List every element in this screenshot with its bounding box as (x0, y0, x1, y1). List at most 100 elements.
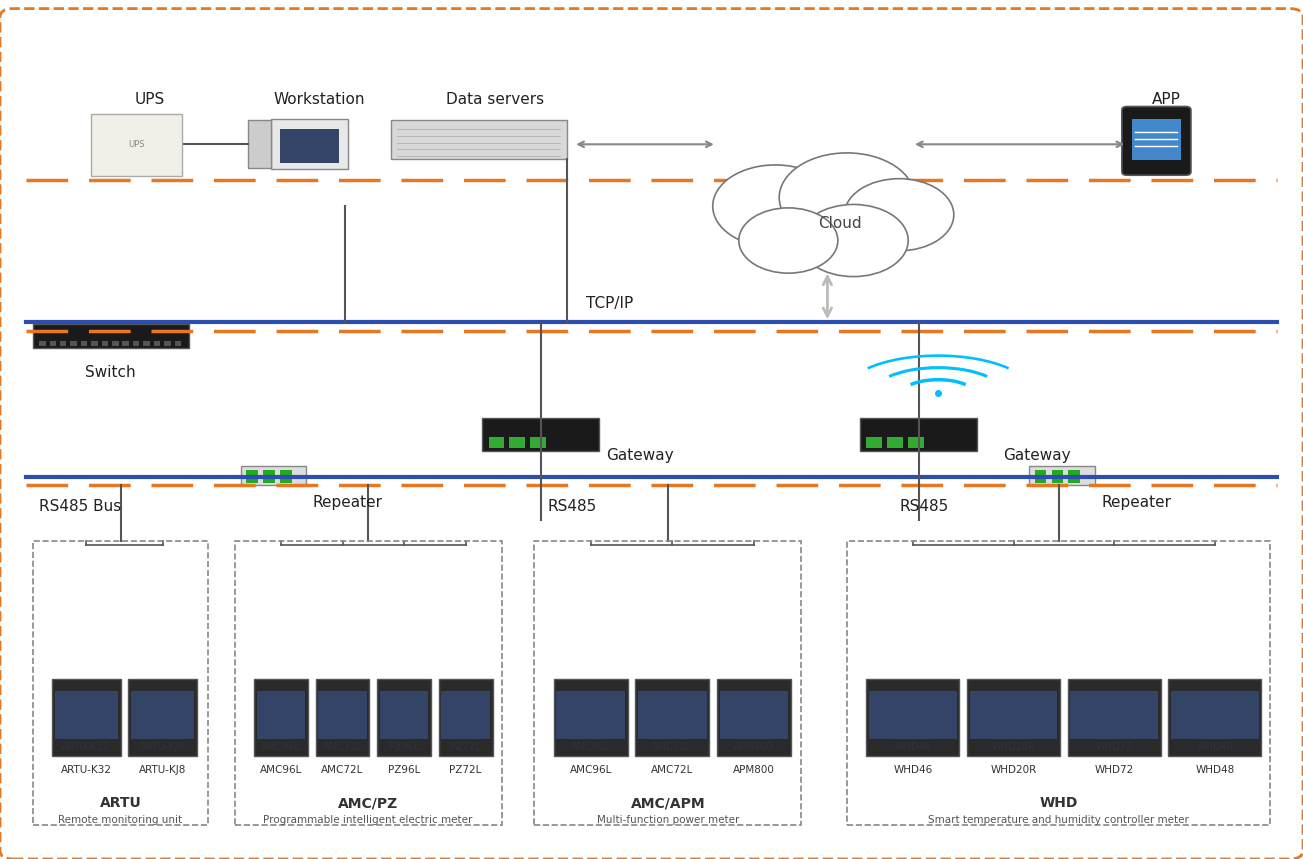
Text: ARTU-KJ8: ARTU-KJ8 (139, 765, 186, 775)
FancyBboxPatch shape (175, 341, 181, 346)
FancyBboxPatch shape (391, 120, 567, 159)
Text: Smart temperature and humidity controller meter: Smart temperature and humidity controlle… (928, 815, 1190, 825)
Text: AMC/APM: AMC/APM (631, 796, 705, 810)
Text: Repeater: Repeater (313, 495, 383, 510)
FancyBboxPatch shape (70, 341, 77, 346)
Circle shape (779, 153, 915, 242)
Text: APM800: APM800 (735, 741, 774, 752)
Circle shape (739, 208, 838, 273)
FancyBboxPatch shape (102, 341, 108, 346)
FancyBboxPatch shape (257, 691, 305, 739)
FancyBboxPatch shape (719, 691, 788, 739)
FancyBboxPatch shape (869, 691, 956, 739)
FancyBboxPatch shape (866, 437, 882, 448)
FancyBboxPatch shape (439, 679, 493, 756)
FancyBboxPatch shape (112, 341, 119, 346)
FancyBboxPatch shape (509, 437, 525, 448)
FancyBboxPatch shape (638, 691, 706, 739)
FancyBboxPatch shape (91, 341, 98, 346)
Circle shape (713, 165, 838, 247)
Text: PZ72L: PZ72L (451, 741, 481, 752)
Text: WHD48: WHD48 (1195, 765, 1234, 775)
Text: AMC72L: AMC72L (322, 765, 364, 775)
FancyBboxPatch shape (967, 679, 1061, 756)
FancyBboxPatch shape (1122, 107, 1191, 175)
Text: WHD72: WHD72 (1096, 741, 1132, 752)
Text: Workstation: Workstation (274, 93, 365, 107)
FancyBboxPatch shape (318, 691, 367, 739)
Text: Remote monitoring unit: Remote monitoring unit (59, 815, 182, 825)
FancyBboxPatch shape (442, 691, 490, 739)
FancyBboxPatch shape (1071, 691, 1158, 739)
Text: AMC96L: AMC96L (259, 765, 302, 775)
FancyBboxPatch shape (1029, 466, 1095, 485)
Text: APM800: APM800 (734, 765, 775, 775)
Text: WHD20R: WHD20R (990, 765, 1037, 775)
Text: ARTU-KJ8: ARTU-KJ8 (141, 741, 185, 752)
Text: AMC96L: AMC96L (261, 741, 301, 752)
FancyBboxPatch shape (254, 679, 308, 756)
FancyBboxPatch shape (887, 437, 903, 448)
Text: UPS: UPS (134, 93, 165, 107)
Text: Data servers: Data servers (446, 93, 545, 107)
Text: Gateway: Gateway (606, 448, 674, 463)
FancyBboxPatch shape (52, 679, 120, 756)
FancyBboxPatch shape (717, 679, 791, 756)
Text: RS485 Bus: RS485 Bus (39, 499, 121, 515)
FancyBboxPatch shape (866, 679, 959, 756)
Text: WHD46: WHD46 (894, 741, 932, 752)
FancyBboxPatch shape (164, 341, 171, 346)
FancyBboxPatch shape (1052, 470, 1063, 483)
Text: Programmable intelligent electric meter: Programmable intelligent electric meter (263, 815, 473, 825)
FancyBboxPatch shape (33, 324, 189, 348)
FancyBboxPatch shape (1035, 470, 1046, 483)
FancyBboxPatch shape (39, 341, 46, 346)
FancyBboxPatch shape (636, 679, 709, 756)
FancyBboxPatch shape (1132, 119, 1181, 160)
FancyBboxPatch shape (860, 418, 977, 451)
FancyBboxPatch shape (246, 470, 258, 483)
FancyBboxPatch shape (81, 341, 87, 346)
Text: RS485: RS485 (899, 499, 949, 515)
Text: Gateway: Gateway (1003, 448, 1071, 463)
Text: PZ72L: PZ72L (450, 765, 482, 775)
FancyBboxPatch shape (908, 437, 924, 448)
Text: AMC72L: AMC72L (653, 741, 692, 752)
FancyBboxPatch shape (315, 679, 370, 756)
Text: AMC72L: AMC72L (652, 765, 693, 775)
FancyBboxPatch shape (1169, 679, 1261, 756)
Circle shape (844, 179, 954, 251)
Text: WHD72: WHD72 (1095, 765, 1134, 775)
FancyBboxPatch shape (380, 691, 429, 739)
FancyBboxPatch shape (248, 120, 271, 168)
FancyBboxPatch shape (969, 691, 1058, 739)
Text: ARTU-K32: ARTU-K32 (63, 741, 111, 752)
FancyBboxPatch shape (130, 691, 194, 739)
Text: AMC96L: AMC96L (571, 741, 611, 752)
Text: Multi-function power meter: Multi-function power meter (597, 815, 739, 825)
FancyBboxPatch shape (1068, 679, 1161, 756)
FancyBboxPatch shape (55, 691, 117, 739)
FancyBboxPatch shape (530, 437, 546, 448)
Text: APP: APP (1152, 93, 1181, 107)
Text: WHD: WHD (1040, 796, 1078, 810)
Text: AMC/PZ: AMC/PZ (337, 796, 399, 810)
Circle shape (799, 204, 908, 277)
FancyBboxPatch shape (280, 470, 292, 483)
FancyBboxPatch shape (122, 341, 129, 346)
Text: Switch: Switch (86, 365, 136, 380)
FancyBboxPatch shape (154, 341, 160, 346)
FancyBboxPatch shape (50, 341, 56, 346)
Text: AMC72L: AMC72L (323, 741, 362, 752)
Text: UPS: UPS (129, 140, 145, 149)
FancyBboxPatch shape (241, 466, 306, 485)
FancyBboxPatch shape (489, 437, 504, 448)
FancyBboxPatch shape (482, 418, 599, 451)
Text: PZ96L: PZ96L (388, 765, 421, 775)
Text: WHD46: WHD46 (894, 765, 933, 775)
Text: WHD48: WHD48 (1196, 741, 1234, 752)
FancyBboxPatch shape (133, 341, 139, 346)
Text: ARTU: ARTU (99, 796, 142, 810)
FancyBboxPatch shape (556, 691, 625, 739)
FancyBboxPatch shape (280, 129, 339, 163)
